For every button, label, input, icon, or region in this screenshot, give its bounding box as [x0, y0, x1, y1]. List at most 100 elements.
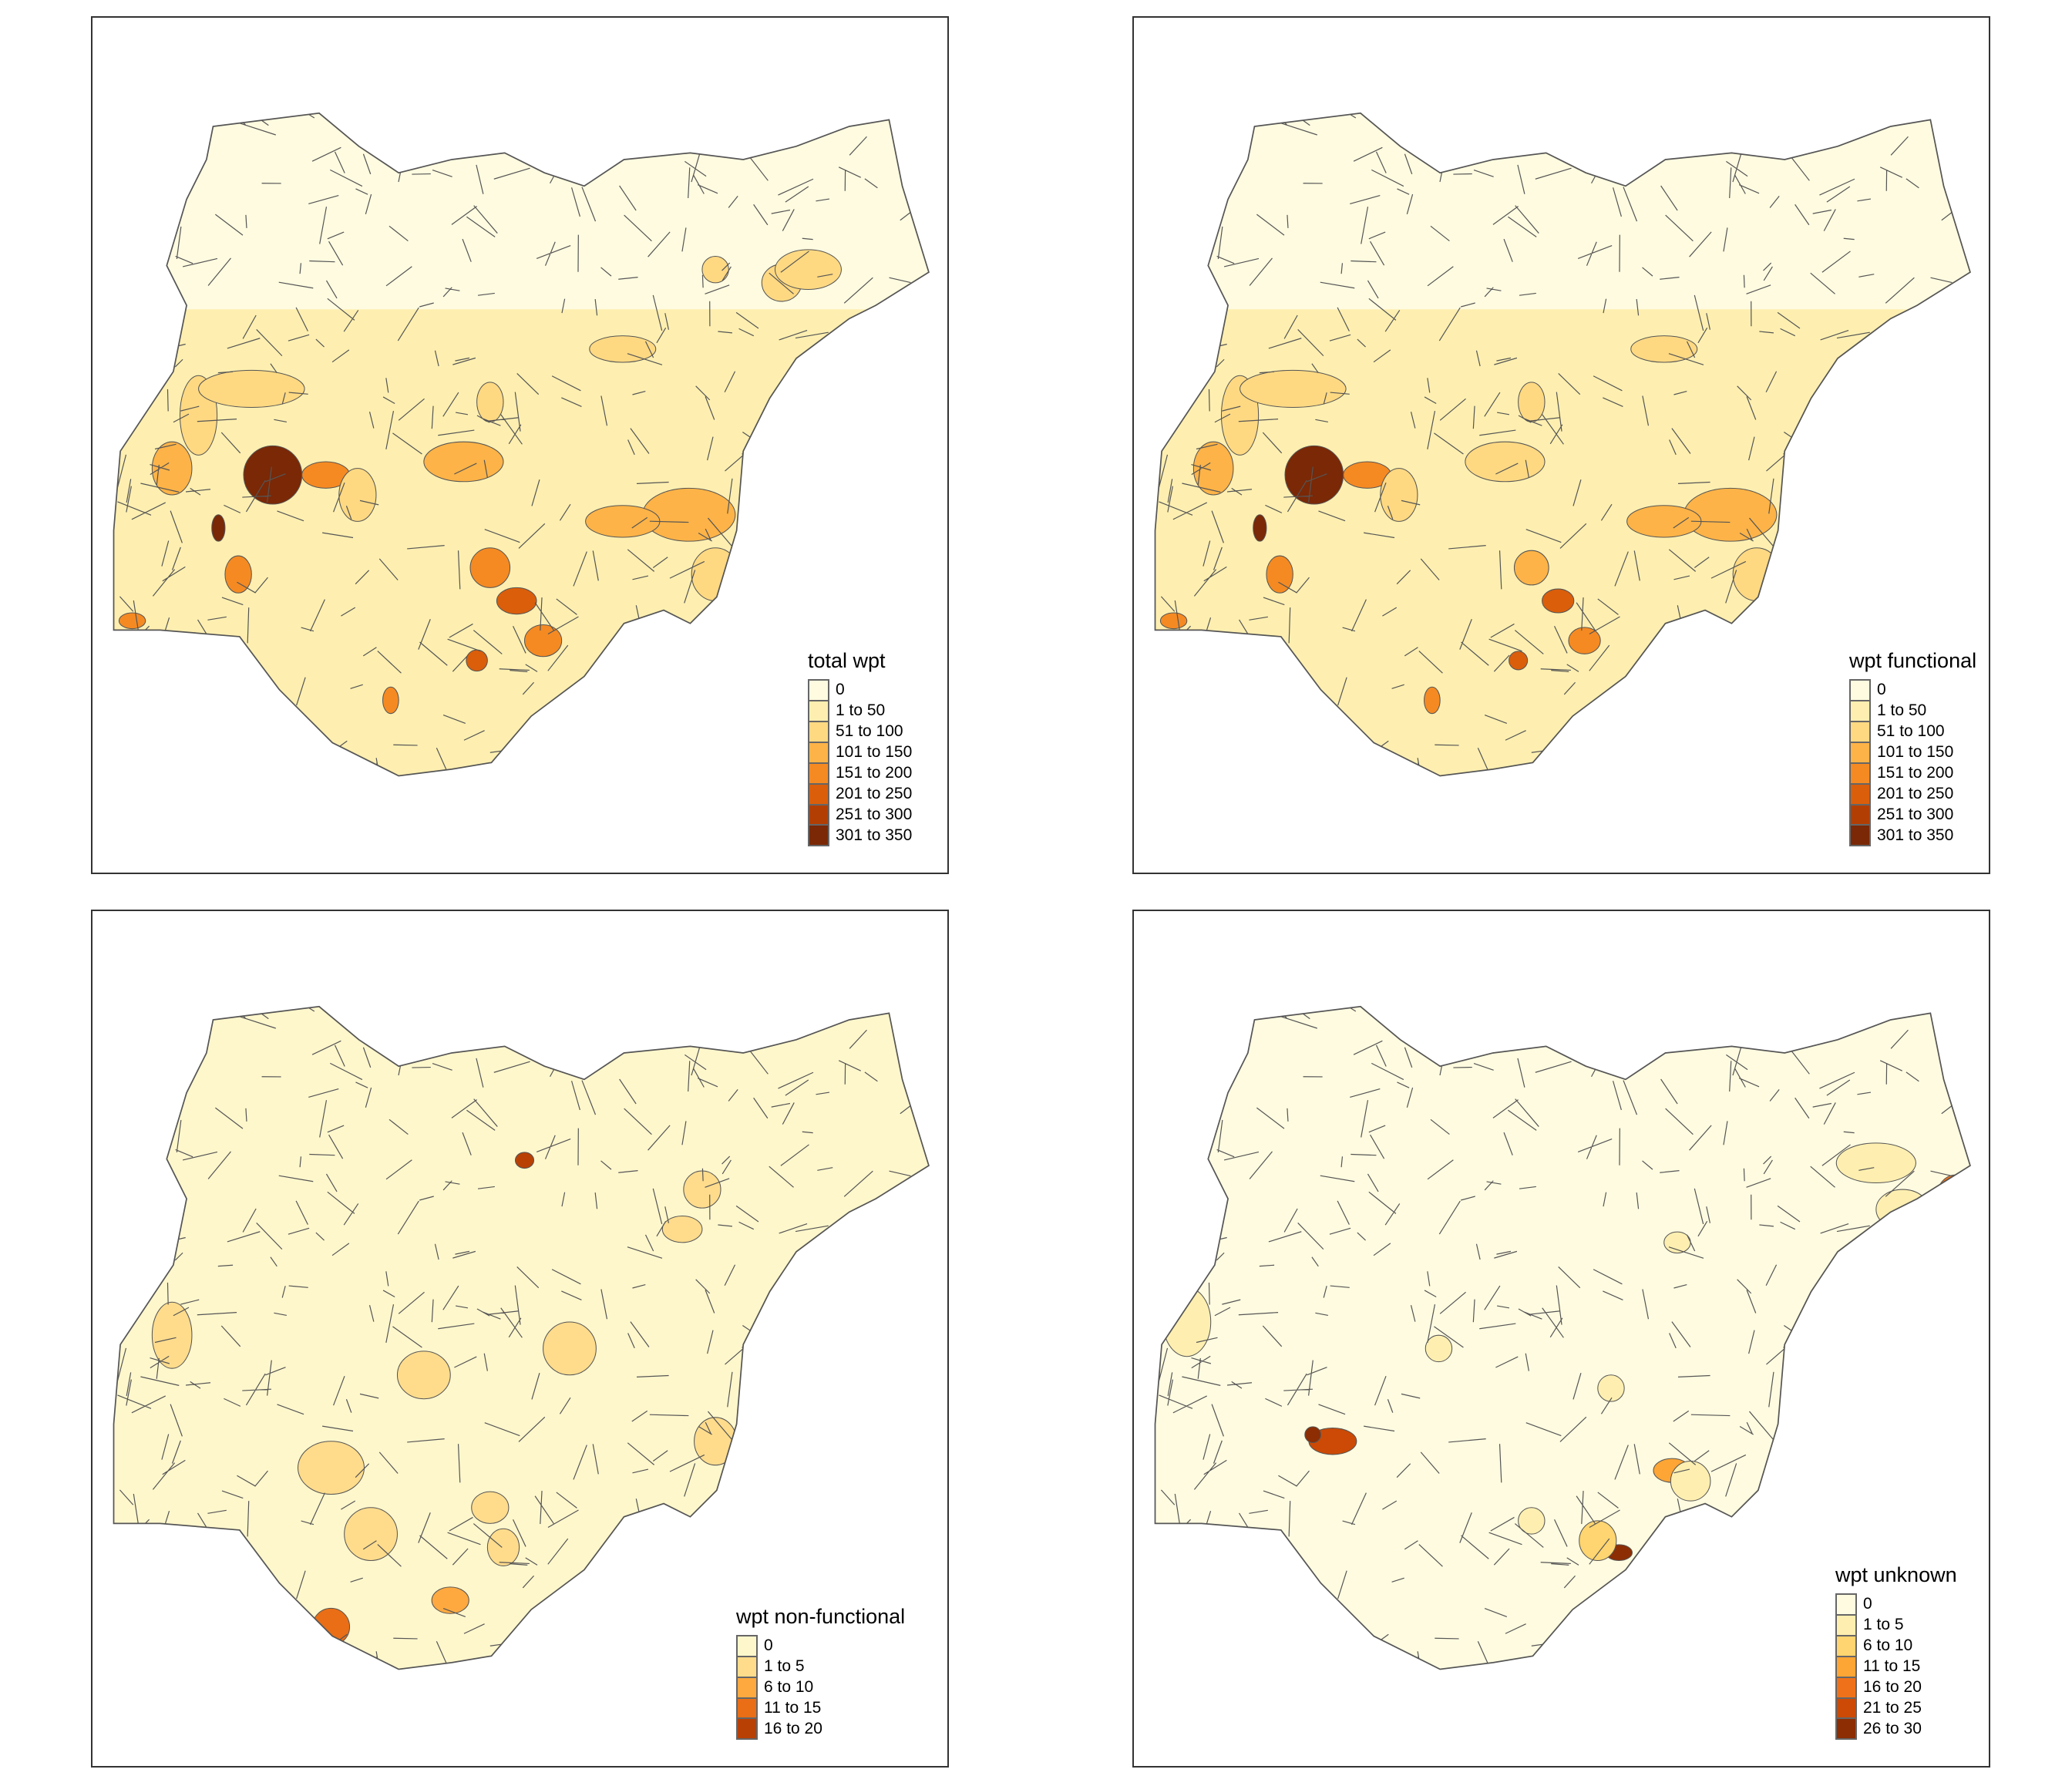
lga-region: [486, 1528, 520, 1566]
lga-region: [431, 1586, 469, 1614]
legend-item: 251 to 300: [808, 804, 912, 825]
legend-label: 51 to 100: [1877, 722, 1945, 740]
legend-swatch: [736, 1697, 758, 1718]
legend-title: wpt unknown: [1835, 1563, 1957, 1586]
lga-region: [1240, 369, 1347, 409]
lga-region: [1936, 1174, 1970, 1218]
lga-region: [1509, 651, 1529, 671]
legend-item: 0: [808, 679, 912, 700]
lga-region: [344, 1507, 398, 1562]
legend-swatch: [1849, 742, 1871, 762]
region-class-0: [1155, 113, 1970, 310]
lga-region: [396, 1350, 451, 1400]
lga-region: [1380, 468, 1418, 522]
lga-region: [1424, 1334, 1453, 1363]
lga-region: [243, 445, 303, 505]
lga-region: [1266, 555, 1293, 594]
legend-label: 0: [764, 1636, 773, 1654]
choropleth-map: [113, 1005, 930, 1670]
legend-title: total wpt: [808, 649, 886, 672]
legend-label: 26 to 30: [1863, 1719, 1922, 1737]
legend-item: 11 to 15: [736, 1697, 905, 1718]
legend-swatch: [1849, 804, 1871, 825]
lga-region: [524, 624, 563, 658]
lga-region: [585, 505, 661, 538]
legend-label: 1 to 5: [764, 1657, 805, 1675]
map-panel-wpt-non-functional: wpt non-functional 0 1 to 5 6 to 10 11 to 15…: [91, 910, 949, 1768]
legend-swatch: [808, 742, 829, 762]
legend-swatch: [1835, 1717, 1857, 1740]
lga-region: [423, 441, 504, 483]
legend-item: 51 to 100: [808, 721, 912, 742]
legend-label: 11 to 15: [764, 1698, 822, 1717]
legend-swatch: [1835, 1677, 1857, 1697]
legend-swatch: [1849, 700, 1871, 721]
lga-region: [1630, 335, 1698, 363]
map-legend: wpt non-functional 0 1 to 5 6 to 10 11 to 15…: [736, 1605, 906, 1740]
legend-item: 11 to 15: [1835, 1656, 1957, 1677]
legend-item: 301 to 350: [808, 824, 913, 846]
legend-swatch: [808, 679, 829, 700]
map-panel-total-wpt: total wpt 0 1 to 50 51 to 100 101 to 150 151 …: [91, 16, 949, 874]
legend-title: wpt non-functional: [736, 1605, 906, 1628]
legend-swatch: [808, 824, 829, 846]
legend-label: 151 to 200: [836, 763, 913, 782]
lga-region: [382, 686, 399, 715]
legend-item: 16 to 20: [1835, 1677, 1957, 1697]
country-outline: [113, 1005, 930, 1670]
lga-region: [694, 1417, 738, 1466]
lga-region: [1626, 505, 1702, 538]
lga-region: [469, 547, 511, 588]
lga-region: [1732, 547, 1781, 602]
legend-swatch: [736, 1635, 758, 1656]
lga-region: [1513, 550, 1549, 586]
map-legend: total wpt 0 1 to 50 51 to 100 101 to 150 151 …: [808, 649, 912, 846]
legend-item: 101 to 150: [1849, 742, 1976, 762]
lga-region: [338, 468, 377, 522]
legend-item: 6 to 10: [1835, 1635, 1957, 1656]
legend-label: 151 to 200: [1877, 763, 1954, 782]
legend-item: 151 to 200: [808, 762, 912, 783]
legend-item: 201 to 250: [1849, 783, 1976, 804]
lga-region: [1518, 382, 1546, 422]
legend-label: 301 to 350: [836, 826, 913, 844]
lga-region: [691, 547, 740, 602]
legend-label: 11 to 15: [1863, 1657, 1921, 1675]
country-outline: [1154, 112, 1971, 777]
lga-region: [661, 1215, 703, 1243]
lga-region: [1542, 588, 1575, 614]
legend-item: 1 to 50: [1849, 700, 1976, 721]
lga-region: [514, 1152, 535, 1169]
legend-item: 21 to 25: [1835, 1697, 1957, 1718]
legend-item: 51 to 100: [1849, 721, 1976, 742]
lga-region: [1670, 1461, 1711, 1502]
lga-region: [471, 1491, 510, 1524]
country-outline: [1154, 1005, 1971, 1670]
lga-region: [543, 1321, 597, 1376]
choropleth-map: [113, 112, 930, 777]
lga-region: [701, 255, 729, 284]
legend-label: 101 to 150: [836, 742, 913, 761]
legend-swatch: [1849, 762, 1871, 783]
legend-swatch: [1849, 721, 1871, 742]
lga-region: [1159, 612, 1188, 630]
lga-region: [496, 587, 537, 615]
legend-swatch: [736, 1677, 758, 1697]
lga-region: [466, 649, 488, 672]
legend-label: 1 to 50: [1877, 701, 1927, 719]
legend-swatch: [1835, 1635, 1857, 1656]
legend-label: 251 to 300: [836, 805, 913, 823]
lga-region: [683, 1170, 722, 1209]
legend-item: 301 to 350: [1849, 824, 1976, 846]
legend-item: 1 to 50: [808, 700, 912, 721]
lga-region: [1579, 1520, 1617, 1562]
legend-label: 16 to 20: [764, 1719, 822, 1737]
lga-region: [1304, 1426, 1321, 1443]
legend-label: 251 to 300: [1877, 805, 1954, 823]
lga-region: [1597, 1374, 1625, 1402]
country-outline: [113, 112, 930, 777]
lga-region: [198, 369, 305, 409]
legend-swatch: [1849, 824, 1871, 846]
lga-region: [151, 1301, 193, 1369]
map-legend: wpt functional 0 1 to 50 51 to 100 101 to 15…: [1849, 649, 1976, 846]
